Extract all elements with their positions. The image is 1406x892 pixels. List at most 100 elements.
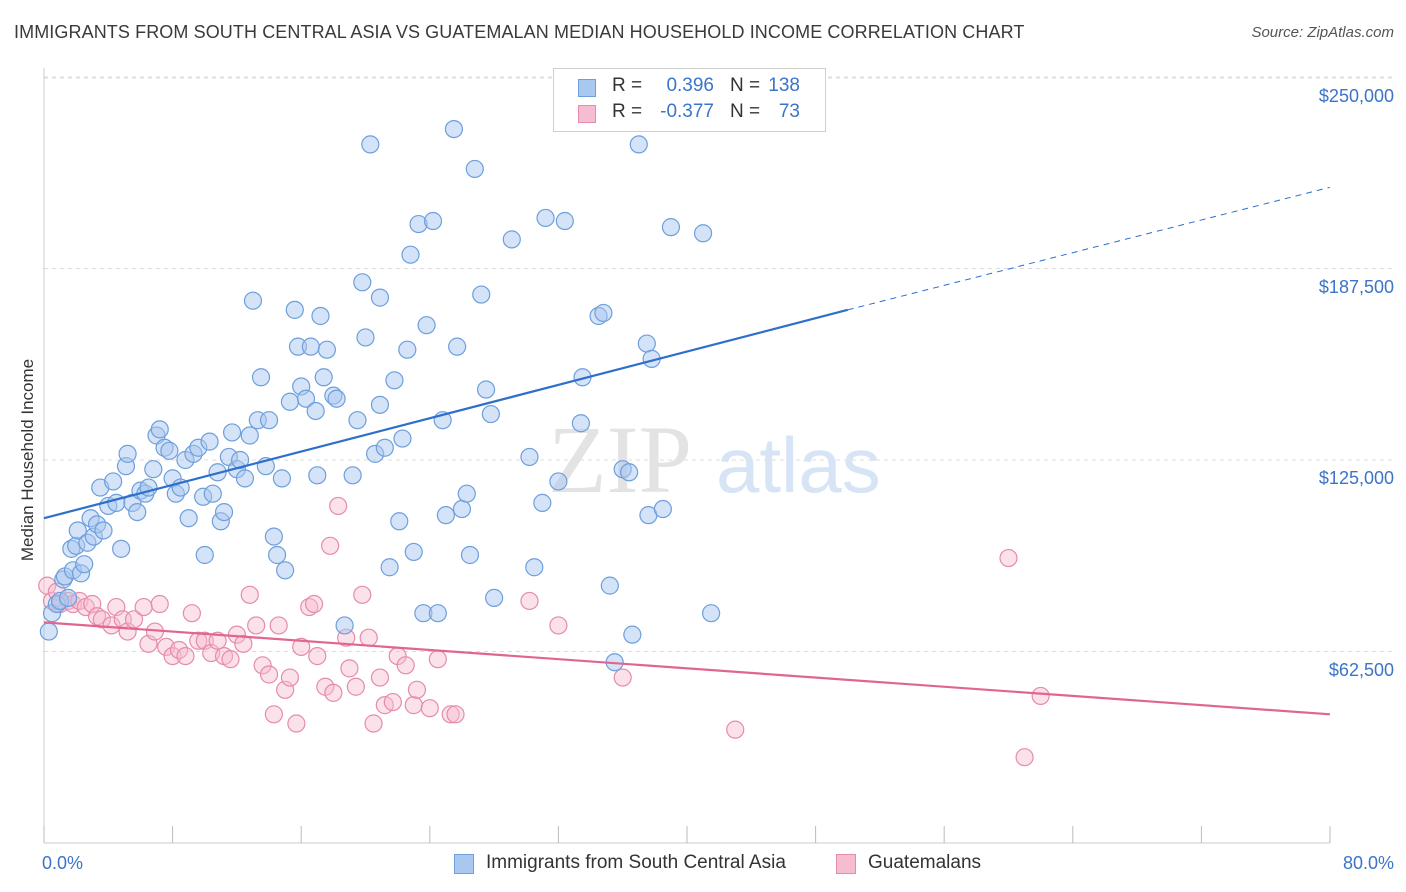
south-central-asia-point <box>272 469 292 488</box>
guatemalans-trendline <box>43 621 1331 716</box>
south-central-asia-point <box>276 561 295 580</box>
guatemalans-point <box>321 536 340 555</box>
south-central-asia-point <box>128 502 147 522</box>
legend-r-label: R = <box>612 75 643 96</box>
legend-r-value: 0.396 <box>666 75 714 96</box>
south-central-asia-point <box>314 368 333 387</box>
guatemalans-point <box>1031 686 1050 706</box>
axes <box>43 68 1331 844</box>
south-central-asia-point <box>525 558 544 577</box>
south-central-asia-point <box>428 604 447 623</box>
y-tick-label: $62,500 <box>1328 660 1394 680</box>
south-central-asia-point <box>311 306 330 326</box>
guatemalans-point <box>340 659 359 678</box>
south-central-asia-point <box>179 509 198 528</box>
south-central-asia-point <box>150 420 169 439</box>
guatemalans-point <box>407 680 427 699</box>
south-central-asia-point <box>481 404 500 424</box>
south-central-asia-point <box>370 288 390 307</box>
south-central-asia-point <box>393 429 412 448</box>
legend-n-label: N = <box>730 75 761 96</box>
guatemalans-point <box>182 604 201 623</box>
south-central-asia-point <box>222 423 242 442</box>
south-central-asia-point <box>623 625 642 644</box>
guatemalans-point <box>308 646 327 666</box>
guatemalans-point <box>324 683 343 702</box>
south-central-asia-point <box>144 460 163 479</box>
guatemalans-point <box>189 631 208 650</box>
guatemalans-point <box>264 705 283 724</box>
south-central-asia-point <box>423 211 443 231</box>
guatemalans-point <box>420 699 439 718</box>
guatemalans-point <box>370 668 390 687</box>
south-central-asia-point <box>160 441 179 460</box>
trend-lines <box>43 186 1331 716</box>
guatemalans-point <box>364 714 383 733</box>
y-axis-label: Median Household Income <box>18 358 37 562</box>
south-central-asia-point <box>398 340 417 359</box>
legend-row-series2: R = -0.377 N = 73 <box>554 101 825 127</box>
south-central-asia-point <box>68 521 87 540</box>
south-central-asia-point <box>472 285 491 304</box>
south-central-asia-point <box>59 588 78 607</box>
south-central-asia-point <box>460 545 480 565</box>
south-central-asia-point <box>243 291 263 310</box>
south-central-asia-point <box>370 395 390 414</box>
south-central-asia-point <box>280 392 300 411</box>
legend-row-series1: R = 0.396 N = 138 <box>554 75 825 101</box>
watermark-atlas: atlas <box>716 421 881 509</box>
south-central-asia-point <box>620 463 639 482</box>
legend-r-label: R = <box>612 101 643 122</box>
guatemalans-point <box>549 616 568 635</box>
guatemalans-point <box>520 591 539 611</box>
chart-title: IMMIGRANTS FROM SOUTH CENTRAL ASIA VS GU… <box>14 22 1025 42</box>
south-central-asia-point <box>452 499 472 519</box>
south-central-asia-point <box>629 135 648 154</box>
south-central-asia-point <box>94 521 113 540</box>
guatemalans-point <box>134 597 153 617</box>
south-central-asia-point <box>361 135 380 154</box>
south-central-asia-point <box>308 466 327 485</box>
guatemalans-point <box>234 634 253 653</box>
legend-swatch-pink <box>578 105 596 123</box>
south-central-asia-point <box>200 432 219 451</box>
guatemalans-points <box>38 496 1050 767</box>
south-central-asia-point <box>259 411 279 430</box>
south-central-asia-point <box>661 218 681 237</box>
south-central-asia-point <box>39 622 58 641</box>
guatemalans-point <box>280 668 300 687</box>
south-central-asia-point <box>301 337 320 356</box>
guatemalans-point <box>383 692 402 712</box>
south-central-asia-trendline <box>43 308 849 520</box>
guatemalans-point <box>613 668 632 687</box>
south-central-asia-point <box>240 426 259 445</box>
south-central-asia-point <box>317 340 337 359</box>
south-central-asia-point <box>118 444 137 463</box>
guatemalans-point <box>221 650 240 669</box>
chart-source: Source: ZipAtlas.com <box>1251 24 1394 41</box>
legend-n-label: N = <box>730 101 761 122</box>
guatemalans-point <box>329 496 348 516</box>
south-central-asia-point <box>380 558 399 577</box>
south-central-asia-point <box>327 389 346 408</box>
south-central-asia-point <box>353 273 372 292</box>
bottom-legend-swatch-blue <box>454 854 474 874</box>
south-central-asia-point <box>235 469 255 488</box>
south-central-asia-point <box>104 472 123 491</box>
watermark-zip: ZIP <box>548 406 692 513</box>
legend-n-value: 138 <box>768 75 800 96</box>
guatemalans-point <box>292 637 311 657</box>
south-central-asia-point <box>444 119 464 139</box>
south-central-asia-point <box>637 334 656 353</box>
guatemalans-point <box>446 705 465 724</box>
south-central-asia-trendline-extension <box>847 186 1331 311</box>
guatemalans-point <box>247 616 266 635</box>
bottom-legend-label: Guatemalans <box>868 852 982 873</box>
south-central-asia-point <box>502 230 521 249</box>
south-central-asia-points <box>39 119 721 672</box>
guatemalans-point <box>150 594 169 614</box>
guatemalans-point <box>441 705 460 724</box>
south-central-asia-point <box>214 502 234 522</box>
south-central-asia-point <box>112 539 131 558</box>
south-central-asia-point <box>343 466 362 485</box>
